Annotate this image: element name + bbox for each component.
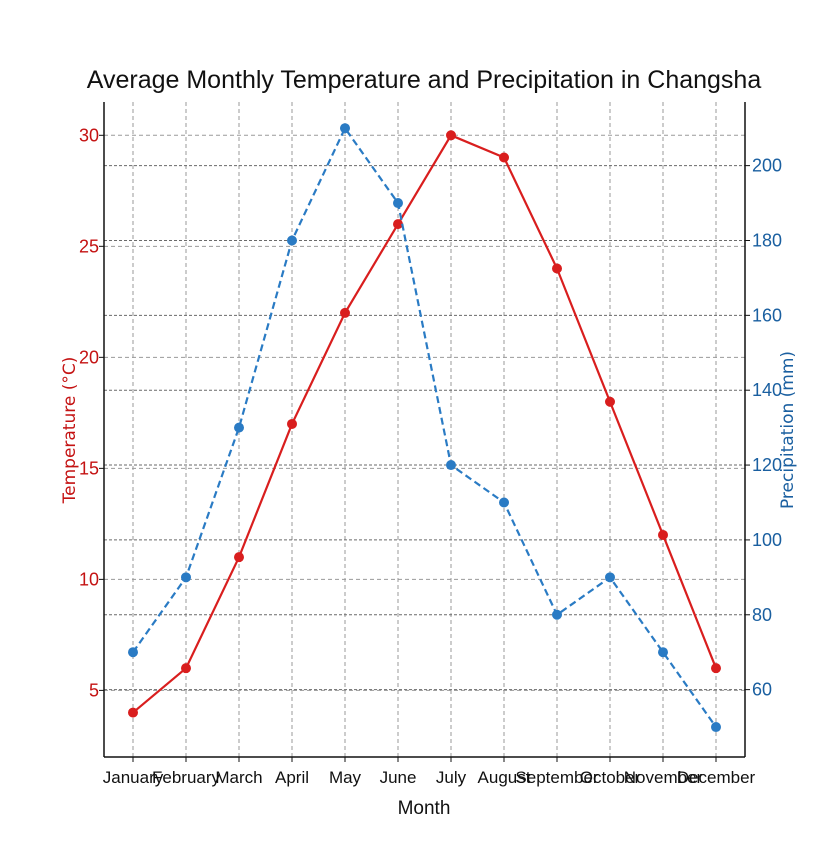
precipitation-point [234,422,244,433]
precipitation-point [446,460,456,471]
x-tick-label: November [624,768,703,787]
chart-title: Average Monthly Temperature and Precipit… [87,66,762,94]
y-right-tick-label: 120 [752,455,782,475]
y-left-tick-label: 15 [79,458,99,478]
temperature-line [132,133,718,714]
y-right-tick-label: 160 [752,305,782,325]
temperature-point [181,663,191,674]
x-tick-label: September [515,768,598,787]
y-right-tick-label: 100 [752,530,782,550]
precipitation-point [605,572,615,583]
y-left-tick-label: 30 [79,125,99,145]
series-layer [128,123,721,733]
x-tick-label: July [436,768,467,787]
temperature-point [605,396,615,407]
precipitation-point [128,647,138,658]
temperature-point [446,130,456,141]
y-axis-left-label: Temperature (°C) [60,357,80,505]
grid-layer [104,102,745,757]
temperature-point [658,529,668,540]
temperature-point [499,152,509,163]
y-axis-right-label: Precipitation (mm) [778,351,798,509]
y-right-tick-label: 60 [752,680,772,700]
precipitation-point [340,123,350,134]
y-right-tick-label: 180 [752,230,782,250]
temperature-point [711,663,721,674]
x-tick-label: August [478,768,531,787]
precipitation-point [393,198,403,209]
y-right-tick-label: 140 [752,380,782,400]
y-left-tick-label: 25 [79,236,99,256]
temperature-point [552,263,562,274]
precipitation-point [552,609,562,620]
temperature-point [287,418,297,429]
x-axis-label: Month [398,798,451,819]
y-left-tick-label: 20 [79,347,99,367]
precipitation-line [132,126,717,728]
x-tick-label: January [103,768,164,787]
temperature-point [234,552,244,563]
precipitation-point [499,497,509,508]
temperature-point [340,307,350,318]
x-tick-label: December [677,768,756,787]
precipitation-point [181,572,191,583]
y-left-tick-label: 5 [89,680,99,700]
y-left-tick-label: 10 [79,569,99,589]
x-tick-label: June [380,768,417,787]
precipitation-point [658,647,668,658]
x-tick-label: March [215,768,262,787]
x-tick-label: February [152,768,221,787]
x-tick-label: April [275,768,309,787]
x-tick-label: October [580,768,641,787]
y-right-tick-label: 80 [752,605,772,625]
precipitation-point [711,722,721,733]
temperature-point [128,707,138,718]
precipitation-point [287,235,297,246]
x-tick-label: May [329,768,362,787]
y-right-tick-label: 200 [752,156,782,176]
